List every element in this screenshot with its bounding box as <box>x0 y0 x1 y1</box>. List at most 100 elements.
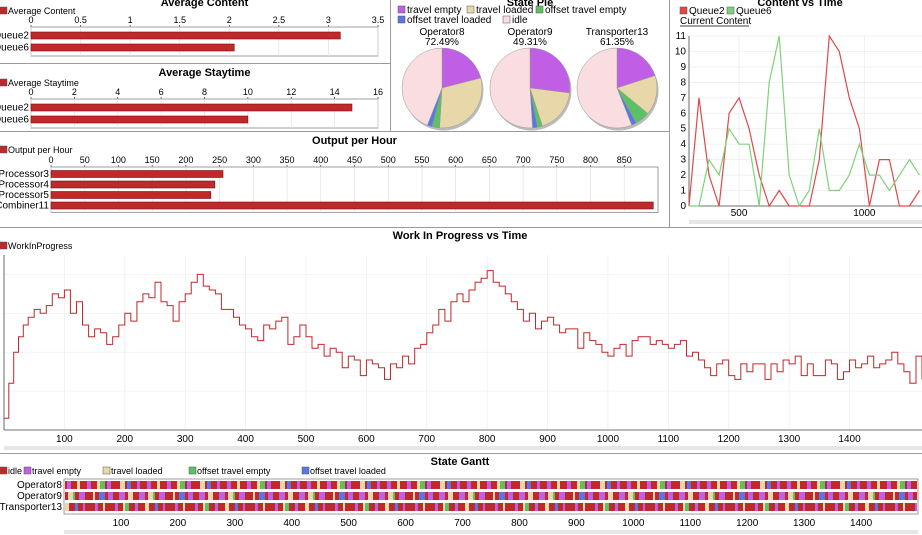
gantt-segment <box>738 503 743 511</box>
gantt-segment <box>811 481 817 489</box>
gantt-segment <box>705 481 707 489</box>
gantt-segment <box>639 492 645 500</box>
gantt-segment <box>799 492 805 500</box>
gantt-segment <box>568 492 573 500</box>
gantt-segment <box>855 503 858 511</box>
gantt-segment <box>245 481 247 489</box>
pie-legend-swatch-2 <box>535 5 544 14</box>
gantt-segment <box>315 492 319 500</box>
gantt-segment <box>119 492 125 500</box>
gantt-segment <box>73 492 75 500</box>
pie-2-slice-4 <box>576 47 633 129</box>
gantt-segment <box>175 503 178 511</box>
gantt-segment <box>405 492 408 500</box>
gantt-segment <box>111 481 117 489</box>
output_per_hour-bar-0 <box>50 170 224 178</box>
gantt-segment <box>660 481 665 489</box>
wip-vs-time-panel <box>0 228 922 452</box>
gantt-segment <box>428 492 433 500</box>
gantt-segment <box>875 492 879 500</box>
gantt-row-label-0: Operator8 <box>17 480 62 491</box>
gantt-segment <box>717 481 720 489</box>
gantt-segment <box>648 492 653 500</box>
gantt-segment <box>527 481 531 489</box>
gantt-segment <box>445 503 449 511</box>
gantt-segment <box>173 492 175 500</box>
gantt-segment <box>165 481 167 489</box>
gantt-segment <box>109 503 115 511</box>
gantt-segment <box>400 481 405 489</box>
wip-xtick-6: 700 <box>418 434 435 445</box>
gantt-segment <box>803 503 805 511</box>
gantt-segment <box>567 481 571 489</box>
output_per_hour-tick-1: 50 <box>80 155 90 165</box>
gantt-segment <box>413 492 415 500</box>
gantt-segment <box>363 503 365 511</box>
gantt-segment <box>853 492 855 500</box>
gantt-segment <box>587 481 591 489</box>
gantt-segment <box>187 481 191 489</box>
gantt-segment <box>365 492 368 500</box>
avg_staytime-tick-5: 10 <box>243 87 253 97</box>
gantt-segment <box>769 503 775 511</box>
gantt-segment <box>380 481 385 489</box>
gantt-segment <box>709 503 715 511</box>
gantt-segment <box>373 492 375 500</box>
gantt-segment <box>563 503 565 511</box>
gantt-segment <box>467 481 471 489</box>
gantt-segment <box>135 503 138 511</box>
gantt-segment <box>913 492 915 500</box>
gantt-segment <box>485 492 488 500</box>
gantt-segment <box>915 492 917 500</box>
gantt-segment <box>833 492 835 500</box>
gantt-segment <box>271 481 277 489</box>
gantt-segment <box>465 503 469 511</box>
gantt-segment <box>605 492 608 500</box>
gantt-segment <box>745 503 749 511</box>
gantt-segment <box>300 481 305 489</box>
gantt-segment <box>167 481 171 489</box>
gantt-segment <box>809 503 815 511</box>
gantt-segment <box>859 492 865 500</box>
gantt-segment <box>483 503 485 511</box>
gantt-segment <box>475 503 478 511</box>
gantt-segment <box>785 503 789 511</box>
gantt-segment <box>113 492 115 500</box>
output_per_hour-tick-5: 250 <box>212 155 227 165</box>
gantt-segment <box>698 503 703 511</box>
gantt-segment <box>597 481 600 489</box>
wip-xtick-1: 200 <box>116 434 133 445</box>
output_per_hour-tick-3: 150 <box>145 155 160 165</box>
gantt-segment <box>485 481 487 489</box>
gantt-segment <box>249 503 255 511</box>
gantt-segment <box>439 492 445 500</box>
gantt-segment <box>685 481 687 489</box>
gantt-segment <box>819 492 825 500</box>
gantt-segment <box>533 492 535 500</box>
gantt-segment <box>151 481 157 489</box>
gantt-segment <box>627 481 631 489</box>
gantt-legend-label-4: offset travel loaded <box>310 466 386 476</box>
gantt-segment <box>715 503 718 511</box>
gantt-segment <box>868 492 873 500</box>
wip-xtick-2: 300 <box>177 434 194 445</box>
gantt-segment <box>887 481 891 489</box>
gantt-segment <box>557 481 560 489</box>
gantt-segment <box>155 503 158 511</box>
gantt-segment <box>595 492 599 500</box>
gantt-segment <box>695 492 699 500</box>
gantt-segment <box>431 481 437 489</box>
pie-1-slice-0 <box>529 47 571 94</box>
gantt-segment <box>775 503 778 511</box>
gantt-segment <box>569 503 575 511</box>
gantt-segment <box>189 503 195 511</box>
gantt-segment <box>793 492 795 500</box>
gantt-segment <box>298 503 303 511</box>
gantt-segment <box>188 492 193 500</box>
gantt-segment <box>609 503 615 511</box>
output_per_hour-tick-14: 700 <box>516 155 531 165</box>
gantt-segment <box>835 492 839 500</box>
cvt-subtitle: Current Content <box>680 16 751 27</box>
cvt-ytick-10: 10 <box>675 46 687 57</box>
cvt-series-line-1 <box>689 35 921 208</box>
